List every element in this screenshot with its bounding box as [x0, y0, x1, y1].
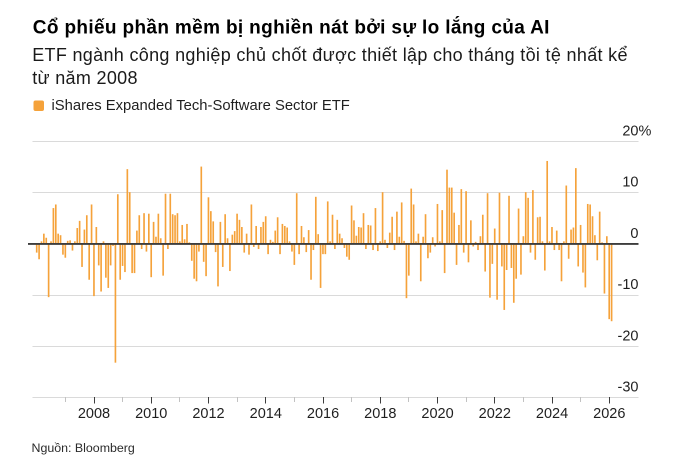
svg-text:2024: 2024 [536, 406, 568, 422]
svg-text:-30: -30 [618, 380, 639, 396]
svg-text:0: 0 [630, 226, 638, 242]
svg-text:ETF ngành công nghiệp chủ chốt: ETF ngành công nghiệp chủ chốt được thiế… [32, 45, 628, 65]
svg-text:iShares Expanded Tech-Software: iShares Expanded Tech-Software Sector ET… [52, 98, 350, 114]
svg-text:Nguồn: Bloomberg: Nguồn: Bloomberg [32, 441, 135, 455]
svg-text:20: 20 [622, 124, 638, 140]
svg-text:Cổ phiếu phần mềm bị nghiền ná: Cổ phiếu phần mềm bị nghiền nát bởi sự l… [33, 17, 550, 39]
svg-text:2026: 2026 [593, 406, 625, 422]
svg-text:-20: -20 [618, 328, 639, 344]
svg-text:2010: 2010 [135, 406, 167, 422]
svg-text:2014: 2014 [250, 406, 282, 422]
svg-text:10: 10 [622, 175, 638, 191]
svg-text:%: % [639, 124, 652, 140]
svg-text:2022: 2022 [479, 406, 511, 422]
svg-text:2018: 2018 [364, 406, 396, 422]
svg-text:-10: -10 [618, 277, 639, 293]
svg-text:từ năm 2008: từ năm 2008 [32, 68, 138, 88]
svg-text:2020: 2020 [421, 406, 453, 422]
svg-text:2016: 2016 [307, 406, 339, 422]
svg-text:2008: 2008 [78, 406, 110, 422]
svg-text:2012: 2012 [192, 406, 224, 422]
